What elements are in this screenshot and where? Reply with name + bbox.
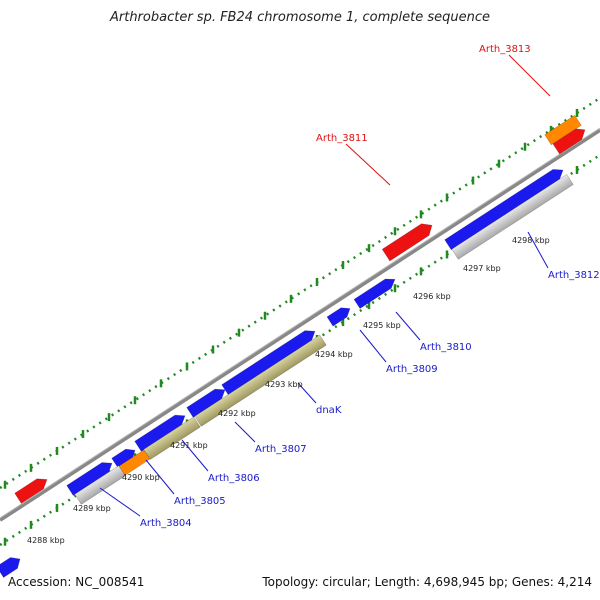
gene-label-arth_3804[interactable]: Arth_3804: [140, 518, 192, 529]
gene-label-arth_3809[interactable]: Arth_3809: [386, 364, 438, 375]
scale-label: 4288 kbp: [27, 536, 65, 545]
gene-label-arth_3806[interactable]: Arth_3806: [208, 473, 260, 484]
reverse-gene-feature[interactable]: [14, 474, 51, 504]
pseudo-grey-feature[interactable]: [451, 174, 574, 260]
forward-gene-feature[interactable]: [0, 554, 24, 578]
scale-label: 4294 kbp: [315, 350, 353, 359]
label-connector: [297, 382, 317, 404]
gene-label-arth_3807[interactable]: Arth_3807: [255, 444, 307, 455]
forward-gene-feature[interactable]: [221, 326, 319, 396]
trna-khaki-feature[interactable]: [143, 416, 201, 460]
gene-label-arth_3813[interactable]: Arth_3813: [479, 44, 531, 55]
scale-label: 4297 kbp: [463, 264, 501, 273]
accession-text: Accession: NC_008541: [8, 575, 145, 589]
chromosome-backbone: [0, 128, 600, 522]
gene-label-group[interactable]: Arth_3804 Arth_3805 Arth_3806 Arth_3807 dnaK…: [140, 44, 600, 529]
trna-khaki-feature[interactable]: [194, 334, 327, 427]
forward-gene-feature[interactable]: [66, 458, 116, 496]
scale-label: 4293 kbp: [265, 380, 303, 389]
topology-summary: Topology: circular; Length: 4,698,945 bp…: [262, 575, 592, 589]
label-connector: [145, 459, 175, 495]
forward-gene-feature[interactable]: [111, 445, 139, 469]
tick-rail-outer: [0, 96, 600, 490]
scale-label: 4292 kbp: [218, 409, 256, 418]
label-connector: [345, 143, 391, 186]
gene-label-arth_3812[interactable]: Arth_3812: [548, 270, 600, 281]
forward-gene-feature[interactable]: [444, 165, 567, 251]
label-connector: [527, 231, 549, 269]
scale-label: 4296 kbp: [413, 292, 451, 301]
gene-label-dnak[interactable]: dnaK: [316, 405, 342, 416]
gene-label-arth_3810[interactable]: Arth_3810: [420, 342, 472, 353]
scale-label: 4295 kbp: [363, 321, 401, 330]
label-connector: [359, 329, 387, 363]
gene-label-arth_3805[interactable]: Arth_3805: [174, 496, 226, 507]
pseudo-grey-feature[interactable]: [74, 465, 126, 505]
feature-group[interactable]: [0, 114, 589, 578]
chromosome-backbone-highlight: [0, 127, 600, 519]
forward-gene-feature[interactable]: [186, 385, 229, 418]
map-title: Arthrobacter sp. FB24 chromosome 1, comp…: [109, 10, 491, 25]
label-connector: [395, 311, 421, 341]
scale-label: 4298 kbp: [512, 236, 550, 245]
forward-gene-feature[interactable]: [326, 304, 353, 327]
scale-label: 4289 kbp: [73, 504, 111, 513]
label-connector: [181, 439, 209, 472]
reverse-gene-feature[interactable]: [381, 219, 436, 262]
scale-label: 4290 kbp: [122, 473, 160, 482]
label-connector: [99, 487, 141, 517]
label-connector: [234, 421, 256, 443]
rrna-feature[interactable]: [544, 114, 582, 146]
label-connector: [508, 54, 551, 97]
forward-gene-feature[interactable]: [353, 275, 398, 309]
gene-label-arth_3811[interactable]: Arth_3811: [316, 133, 368, 144]
scale-label-group: 4288 kbp 4289 kbp 4290 kbp 4291 kbp 4292 kbp…: [27, 236, 550, 545]
scale-label: 4291 kbp: [170, 441, 208, 450]
forward-gene-feature[interactable]: [134, 411, 189, 452]
label-connector-group: [99, 54, 551, 517]
